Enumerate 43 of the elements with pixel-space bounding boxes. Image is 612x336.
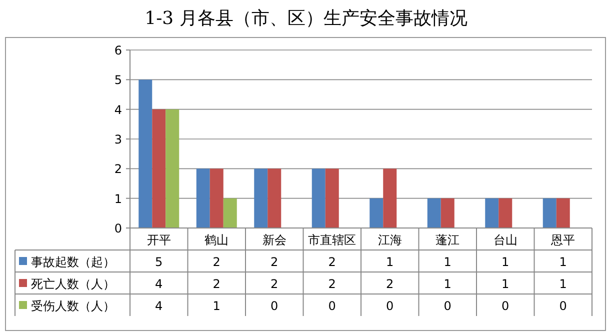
data-label: 1 <box>502 255 510 269</box>
x-tick-label: 市直辖区 <box>308 233 356 247</box>
data-label: 2 <box>270 255 278 269</box>
x-tick-label: 江海 <box>378 233 402 247</box>
y-tick-label: 3 <box>114 132 122 146</box>
data-label: 0 <box>270 299 278 313</box>
data-label: 2 <box>212 277 220 291</box>
x-tick-label: 恩平 <box>550 233 576 247</box>
data-label: 1 <box>502 277 510 291</box>
y-tick-label: 6 <box>114 44 122 58</box>
data-label: 5 <box>155 255 163 269</box>
data-label: 1 <box>559 277 567 291</box>
y-tick-label: 0 <box>114 222 122 236</box>
legend-label: 事故起数（起） <box>31 255 115 269</box>
data-label: 2 <box>270 277 278 291</box>
y-tick-label: 5 <box>114 73 122 88</box>
y-tick-label: 4 <box>114 102 122 117</box>
data-label: 2 <box>328 277 336 291</box>
y-tick-label: 1 <box>114 192 122 206</box>
legend-label: 受伤人数（人） <box>31 299 115 313</box>
data-label: 0 <box>386 299 394 313</box>
y-tick-label: 2 <box>114 162 122 176</box>
data-label: 0 <box>502 299 510 313</box>
data-label: 1 <box>386 255 394 269</box>
x-tick-label: 蓬江 <box>436 233 460 247</box>
x-tick-label: 新会 <box>262 233 286 247</box>
data-label: 2 <box>328 255 336 269</box>
data-label: 2 <box>212 255 220 269</box>
x-tick-label: 台山 <box>493 233 518 247</box>
data-label: 0 <box>559 299 567 313</box>
data-label: 1 <box>444 277 452 291</box>
data-label: 4 <box>155 299 163 313</box>
x-tick-label: 开平 <box>146 233 171 247</box>
data-label: 1 <box>444 255 452 269</box>
data-label: 4 <box>155 277 163 291</box>
data-label: 1 <box>559 255 567 269</box>
data-label: 0 <box>328 299 336 313</box>
x-tick-label: 鹤山 <box>204 233 229 247</box>
data-label: 1 <box>212 299 220 313</box>
data-label: 0 <box>444 299 452 313</box>
legend-label: 死亡人数（人） <box>31 277 115 291</box>
data-label: 2 <box>386 277 394 291</box>
title: 1-3 月各县（市、区）生产安全事故情况 <box>144 8 468 29</box>
